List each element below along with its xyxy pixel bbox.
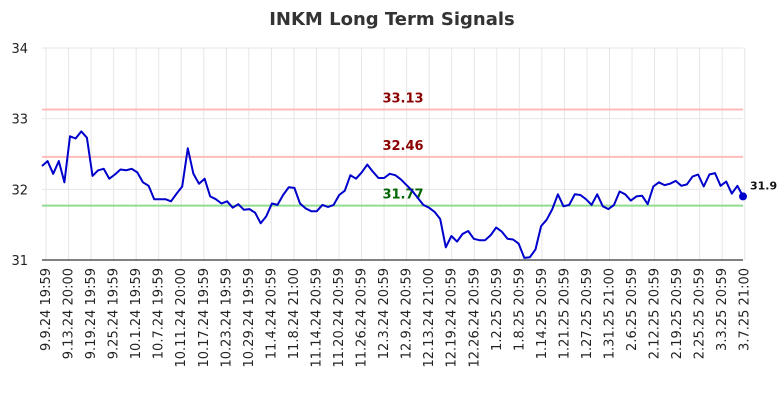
x-tick-label: 2.25.25 20:59: [693, 268, 708, 359]
x-tick-label: 11.8.24 21:00: [287, 268, 302, 359]
x-tick-label: 2.19.25 20:59: [670, 268, 685, 359]
series-line: [41, 130, 744, 259]
x-tick-label: 12.19.24 20:59: [445, 268, 460, 368]
x-tick-label: 11.14.24 20:59: [309, 268, 324, 368]
x-tick-label: 10.17.24 19:59: [197, 268, 212, 368]
x-tick-label: 1.8.25 20:59: [512, 268, 527, 351]
x-tick-label: 9.25.24 19:59: [107, 268, 122, 359]
x-tick-label: 3.3.25 20:59: [715, 268, 730, 351]
x-tick-label: 12.26.24 20:59: [467, 268, 482, 368]
y-tick-label: 31: [11, 254, 28, 269]
x-tick-label: 3.7.25 21:00: [738, 268, 753, 351]
x-tick-label: 9.9.24 19:59: [39, 268, 54, 351]
x-tick-label: 2.6.25 20:59: [625, 268, 640, 351]
y-tick-label: 34: [11, 42, 28, 57]
x-tick-label: 9.19.24 19:59: [84, 268, 99, 359]
series-group: 31.9: [41, 130, 777, 259]
x-tick-label: 10.7.24 19:59: [152, 268, 167, 359]
y-tick-labels: 31 32 33 34: [11, 42, 28, 269]
reference-line-label: 33.13: [382, 91, 423, 106]
chart-title: INKM Long Term Signals: [269, 9, 515, 30]
x-tick-label: 10.23.24 19:59: [219, 268, 234, 368]
x-tick-label: 10.1.24 19:59: [129, 268, 144, 359]
y-tick-label: 33: [11, 113, 28, 128]
reference-line-label: 32.46: [382, 139, 423, 154]
x-tick-label: 11.20.24 20:59: [332, 268, 347, 368]
x-tick-label: 12.3.24 20:59: [377, 268, 392, 359]
x-tick-label: 9.13.24 20:00: [62, 268, 77, 359]
x-tick-labels: 9.9.24 19:59 9.13.24 20:00 9.19.24 19:59 9.…: [39, 268, 753, 368]
x-tick-label: 2.12.25 20:59: [648, 268, 663, 359]
x-tick-label: 10.11.24 20:00: [174, 268, 189, 368]
grid: [42, 47, 746, 261]
x-tick-label: 12.13.24 21:00: [422, 268, 437, 368]
reference-line-label: 31.77: [382, 188, 423, 203]
y-tick-label: 32: [11, 183, 28, 198]
x-tick-label: 11.26.24 20:59: [355, 268, 370, 368]
x-tick-label: 11.4.24 20:59: [264, 268, 279, 359]
x-tick-label: 1.31.25 21:00: [603, 268, 618, 359]
x-tick-label: 1.27.25 20:59: [580, 268, 595, 359]
x-tick-label: 10.29.24 19:59: [242, 268, 257, 368]
reference-lines: 33.13 32.46 31.77: [42, 91, 743, 207]
x-tick-label: 12.9.24 20:59: [400, 268, 415, 359]
x-tick-label: 1.21.25 20:59: [557, 268, 572, 359]
x-tick-label: 1.2.25 20:59: [490, 268, 505, 351]
x-tick-label: 1.14.25 20:59: [535, 268, 550, 359]
last-point-marker: [739, 192, 747, 201]
last-value-label: 31.9: [750, 179, 777, 192]
